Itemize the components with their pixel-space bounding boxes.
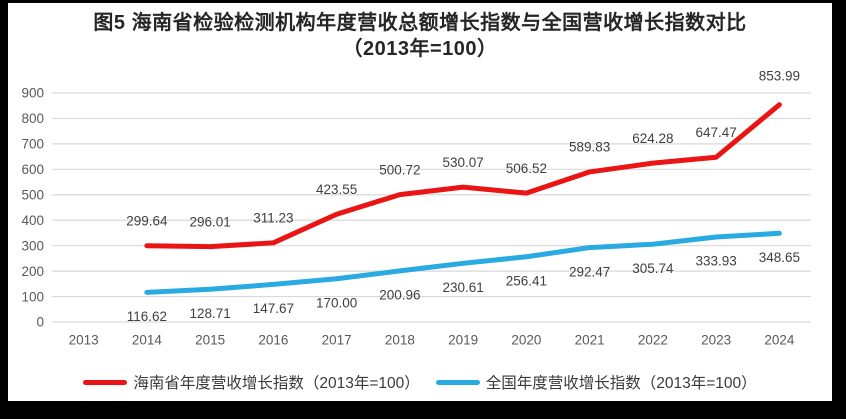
chart-legend: 海南省年度营收增长指数（2013年=100） 全国年度营收增长指数（2013年=… [8,371,832,393]
legend-item-hainan: 海南省年度营收增长指数（2013年=100） [83,371,420,393]
legend-label-national: 全国年度营收增长指数（2013年=100） [485,375,757,392]
national-series-swatch [435,379,480,385]
chart-title-line2: （2013年=100） [342,38,498,60]
chart-title-line1: 图5 海南省检验检测机构年度营收总额增长指数与全国营收增长指数对比 [93,12,747,34]
legend-label-hainan: 海南省年度营收增长指数（2013年=100） [133,375,420,392]
hainan-series-swatch [83,379,128,385]
chart-title: 图5 海南省检验检测机构年度营收总额增长指数与全国营收增长指数对比 （2013年… [8,10,832,62]
legend-item-national: 全国年度营收增长指数（2013年=100） [435,371,757,393]
chart-panel [8,3,832,401]
